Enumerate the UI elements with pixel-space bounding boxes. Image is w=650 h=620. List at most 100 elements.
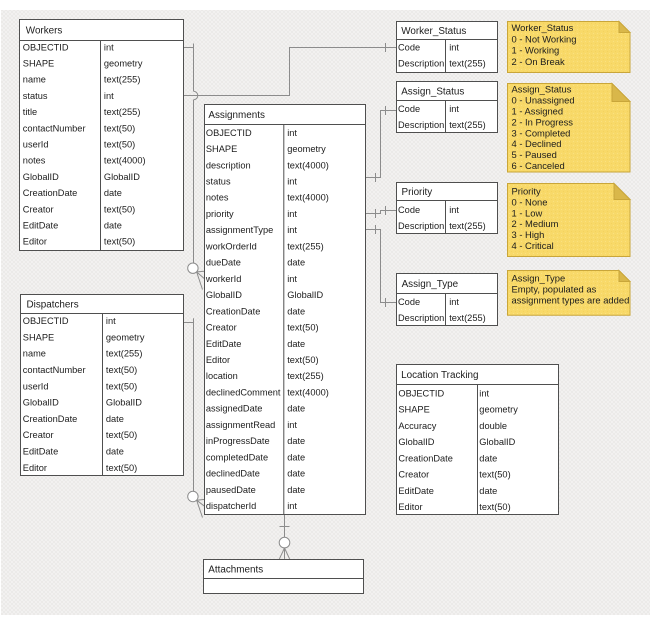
svg-text:GlobalID: GlobalID <box>206 290 242 300</box>
svg-text:notes: notes <box>23 156 46 166</box>
svg-text:int: int <box>287 128 297 138</box>
svg-text:text(50): text(50) <box>287 323 318 333</box>
svg-text:Assign_Status: Assign_Status <box>512 84 572 95</box>
svg-text:Editor: Editor <box>398 502 422 512</box>
svg-text:Creator: Creator <box>398 470 429 480</box>
svg-text:completedDate: completedDate <box>206 452 268 462</box>
svg-text:SHAPE: SHAPE <box>398 405 429 415</box>
svg-text:text(255): text(255) <box>449 313 486 323</box>
svg-text:text(4000): text(4000) <box>287 160 329 170</box>
svg-text:int: int <box>287 501 297 511</box>
svg-text:Description: Description <box>398 221 444 231</box>
svg-text:Editor: Editor <box>23 463 47 473</box>
svg-text:status: status <box>206 177 231 187</box>
svg-text:int: int <box>287 177 297 187</box>
svg-text:int: int <box>104 91 114 101</box>
svg-text:GlobalID: GlobalID <box>287 290 323 300</box>
svg-text:CreationDate: CreationDate <box>23 414 78 424</box>
svg-text:text(50): text(50) <box>106 430 137 440</box>
svg-text:date: date <box>479 486 497 496</box>
svg-text:date: date <box>106 414 124 424</box>
svg-text:date: date <box>106 447 124 457</box>
svg-text:Code: Code <box>398 104 420 114</box>
svg-text:assignmentType: assignmentType <box>206 225 273 235</box>
svg-text:date: date <box>479 453 497 463</box>
svg-text:double: double <box>479 421 507 431</box>
svg-text:userId: userId <box>23 381 49 391</box>
svg-text:CreationDate: CreationDate <box>206 306 261 316</box>
svg-text:Description: Description <box>398 313 444 323</box>
svg-text:name: name <box>23 75 46 85</box>
svg-text:text(50): text(50) <box>104 140 135 150</box>
svg-text:SHAPE: SHAPE <box>23 59 54 69</box>
svg-text:int: int <box>449 297 459 307</box>
svg-text:5 - Paused: 5 - Paused <box>512 149 557 160</box>
svg-text:SHAPE: SHAPE <box>206 144 237 154</box>
svg-text:CreationDate: CreationDate <box>23 188 78 198</box>
svg-text:GlobalID: GlobalID <box>23 172 59 182</box>
svg-text:workOrderId: workOrderId <box>205 241 257 251</box>
svg-text:dispatcherId: dispatcherId <box>206 501 256 511</box>
svg-text:description: description <box>206 160 251 170</box>
svg-text:text(50): text(50) <box>104 123 135 133</box>
svg-text:pausedDate: pausedDate <box>206 485 256 495</box>
svg-text:geometry: geometry <box>104 59 143 69</box>
svg-text:int: int <box>287 225 297 235</box>
svg-text:OBJECTID: OBJECTID <box>23 316 69 326</box>
svg-text:text(255): text(255) <box>104 107 141 117</box>
svg-text:int: int <box>449 205 459 215</box>
svg-text:date: date <box>287 452 305 462</box>
svg-text:Workers: Workers <box>26 25 63 36</box>
svg-text:Creator: Creator <box>23 204 54 214</box>
svg-text:2 - In Progress: 2 - In Progress <box>512 116 574 127</box>
svg-text:4 - Declined: 4 - Declined <box>512 138 562 149</box>
svg-text:Location Tracking: Location Tracking <box>401 370 478 381</box>
svg-text:assignment types are added: assignment types are added <box>512 295 630 306</box>
svg-text:text(255): text(255) <box>287 371 324 381</box>
svg-text:assignedDate: assignedDate <box>206 404 263 414</box>
svg-text:text(4000): text(4000) <box>287 388 329 398</box>
svg-text:Description: Description <box>398 120 444 130</box>
svg-text:Worker_Status: Worker_Status <box>401 26 466 37</box>
svg-text:OBJECTID: OBJECTID <box>23 42 69 52</box>
svg-text:text(50): text(50) <box>106 381 137 391</box>
svg-text:1 - Working: 1 - Working <box>512 45 560 56</box>
svg-text:date: date <box>287 436 305 446</box>
svg-text:CreationDate: CreationDate <box>398 453 453 463</box>
svg-text:1 - Assigned: 1 - Assigned <box>512 106 564 117</box>
svg-text:Attachments: Attachments <box>208 564 263 575</box>
svg-text:date: date <box>104 221 122 231</box>
svg-text:text(255): text(255) <box>449 120 486 130</box>
svg-text:6 - Canceled: 6 - Canceled <box>512 160 565 171</box>
svg-text:Dispatchers: Dispatchers <box>27 299 79 310</box>
svg-text:notes: notes <box>206 193 229 203</box>
svg-text:int: int <box>287 420 297 430</box>
svg-text:date: date <box>287 469 305 479</box>
svg-text:Creator: Creator <box>23 430 54 440</box>
svg-text:Code: Code <box>398 297 420 307</box>
svg-text:Code: Code <box>398 42 420 52</box>
svg-text:0 - Not Working: 0 - Not Working <box>512 33 577 44</box>
svg-text:Editor: Editor <box>206 355 230 365</box>
svg-text:2 - On Break: 2 - On Break <box>512 56 565 67</box>
svg-text:4 - Critical: 4 - Critical <box>512 240 554 251</box>
svg-text:GlobalID: GlobalID <box>104 172 140 182</box>
svg-text:OBJECTID: OBJECTID <box>206 128 252 138</box>
svg-text:3 - Completed: 3 - Completed <box>512 127 571 138</box>
svg-text:Accuracy: Accuracy <box>398 421 436 431</box>
svg-text:GlobalID: GlobalID <box>106 398 142 408</box>
svg-text:2 - Medium: 2 - Medium <box>512 218 559 229</box>
svg-text:declinedComment: declinedComment <box>206 388 281 398</box>
svg-text:Priority: Priority <box>402 187 433 198</box>
svg-text:0 - None: 0 - None <box>512 196 548 207</box>
svg-text:GlobalID: GlobalID <box>23 398 59 408</box>
svg-text:3 - High: 3 - High <box>512 229 545 240</box>
svg-text:text(50): text(50) <box>106 365 137 375</box>
svg-text:text(50): text(50) <box>479 502 510 512</box>
svg-text:workerId: workerId <box>205 274 241 284</box>
svg-text:int: int <box>106 316 116 326</box>
svg-text:text(4000): text(4000) <box>287 193 329 203</box>
svg-text:text(255): text(255) <box>106 349 143 359</box>
svg-text:date: date <box>104 188 122 198</box>
svg-text:text(255): text(255) <box>104 75 141 85</box>
